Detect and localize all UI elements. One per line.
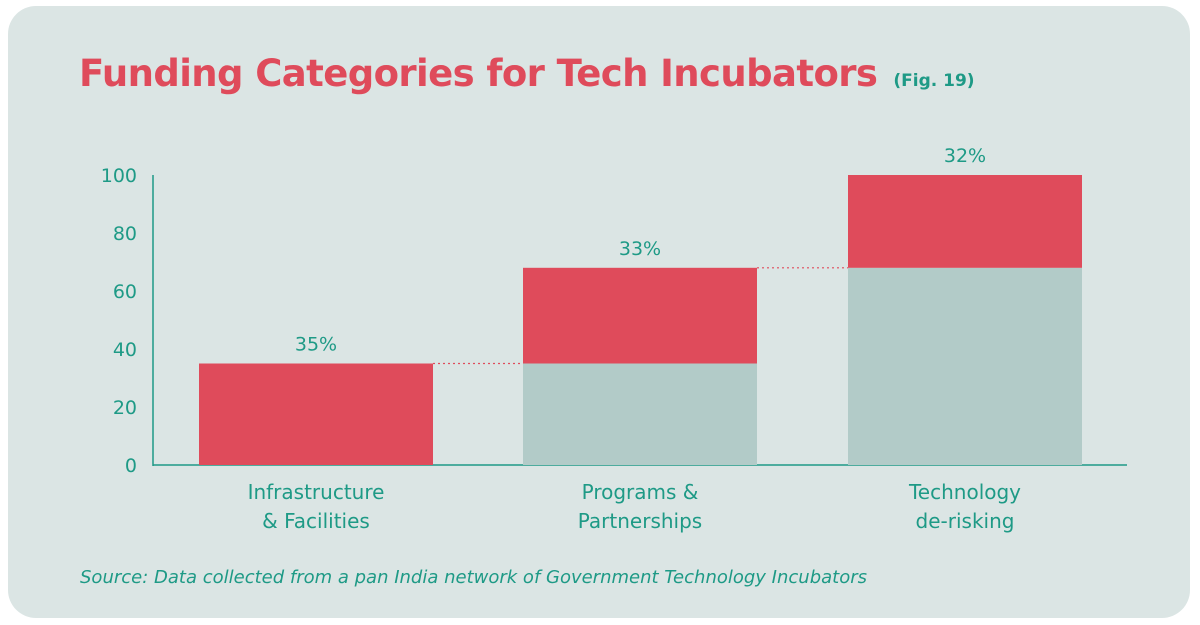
y-tick-label: 80 [113,223,137,245]
increment-bar [848,175,1082,268]
data-label: 33% [619,238,661,260]
y-tick-label: 20 [113,397,137,419]
y-tick-label: 0 [125,455,137,477]
y-tick-label: 60 [113,281,137,303]
y-tick-label: 40 [113,339,137,361]
increment-bar [523,267,757,364]
category-label: Partnerships [578,509,702,533]
category-label: de-risking [916,509,1015,533]
title-row: Funding Categories for Tech Incubators (… [79,52,975,95]
base-bar [848,267,1082,465]
figure-label: (Fig. 19) [893,71,975,91]
data-label: 32% [944,145,986,167]
data-label: 35% [295,334,337,356]
y-tick-label: 100 [101,165,137,187]
category-label: & Facilities [262,509,370,533]
chart-title: Funding Categories for Tech Incubators [79,52,878,95]
source-note: Source: Data collected from a pan India … [80,567,867,588]
category-label: Technology [908,480,1021,504]
category-label: Programs & [582,480,699,504]
increment-bar [199,363,433,465]
base-bar [523,363,757,465]
category-label: Infrastructure [248,480,385,504]
